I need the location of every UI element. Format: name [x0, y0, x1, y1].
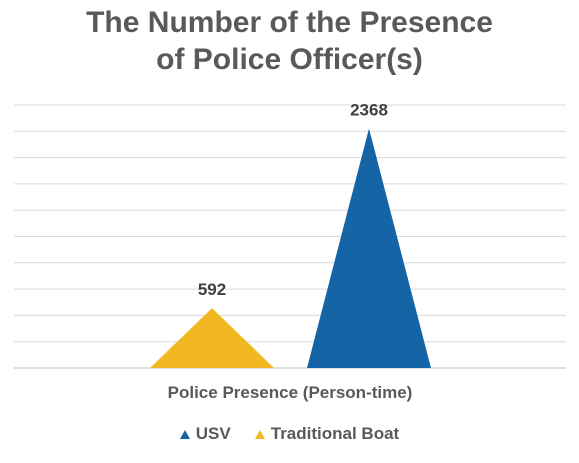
- chart-legend: USV Traditional Boat: [0, 424, 579, 444]
- bar-traditional-boat: [150, 308, 274, 368]
- chart-title-line-1: The Number of the Presence: [86, 6, 493, 39]
- gridlines: [14, 104, 566, 369]
- legend-label-usv: USV: [195, 424, 231, 443]
- data-label-usv: 2368: [350, 100, 388, 119]
- chart-marks: 592 2368: [150, 100, 431, 368]
- legend-marker-usv: [179, 429, 190, 439]
- legend-marker-traditional-boat: [254, 429, 265, 439]
- legend-item-usv: USV: [179, 424, 231, 444]
- legend-label-traditional-boat: Traditional Boat: [270, 424, 400, 443]
- legend-item-traditional-boat: Traditional Boat: [254, 424, 400, 444]
- x-axis-label: Police Presence (Person-time): [168, 383, 413, 402]
- bar-usv: [307, 128, 431, 368]
- chart-title: The Number of the Presence of Police Off…: [0, 4, 579, 78]
- data-label-traditional-boat: 592: [198, 280, 226, 299]
- chart-title-line-2: of Police Officer(s): [156, 43, 423, 76]
